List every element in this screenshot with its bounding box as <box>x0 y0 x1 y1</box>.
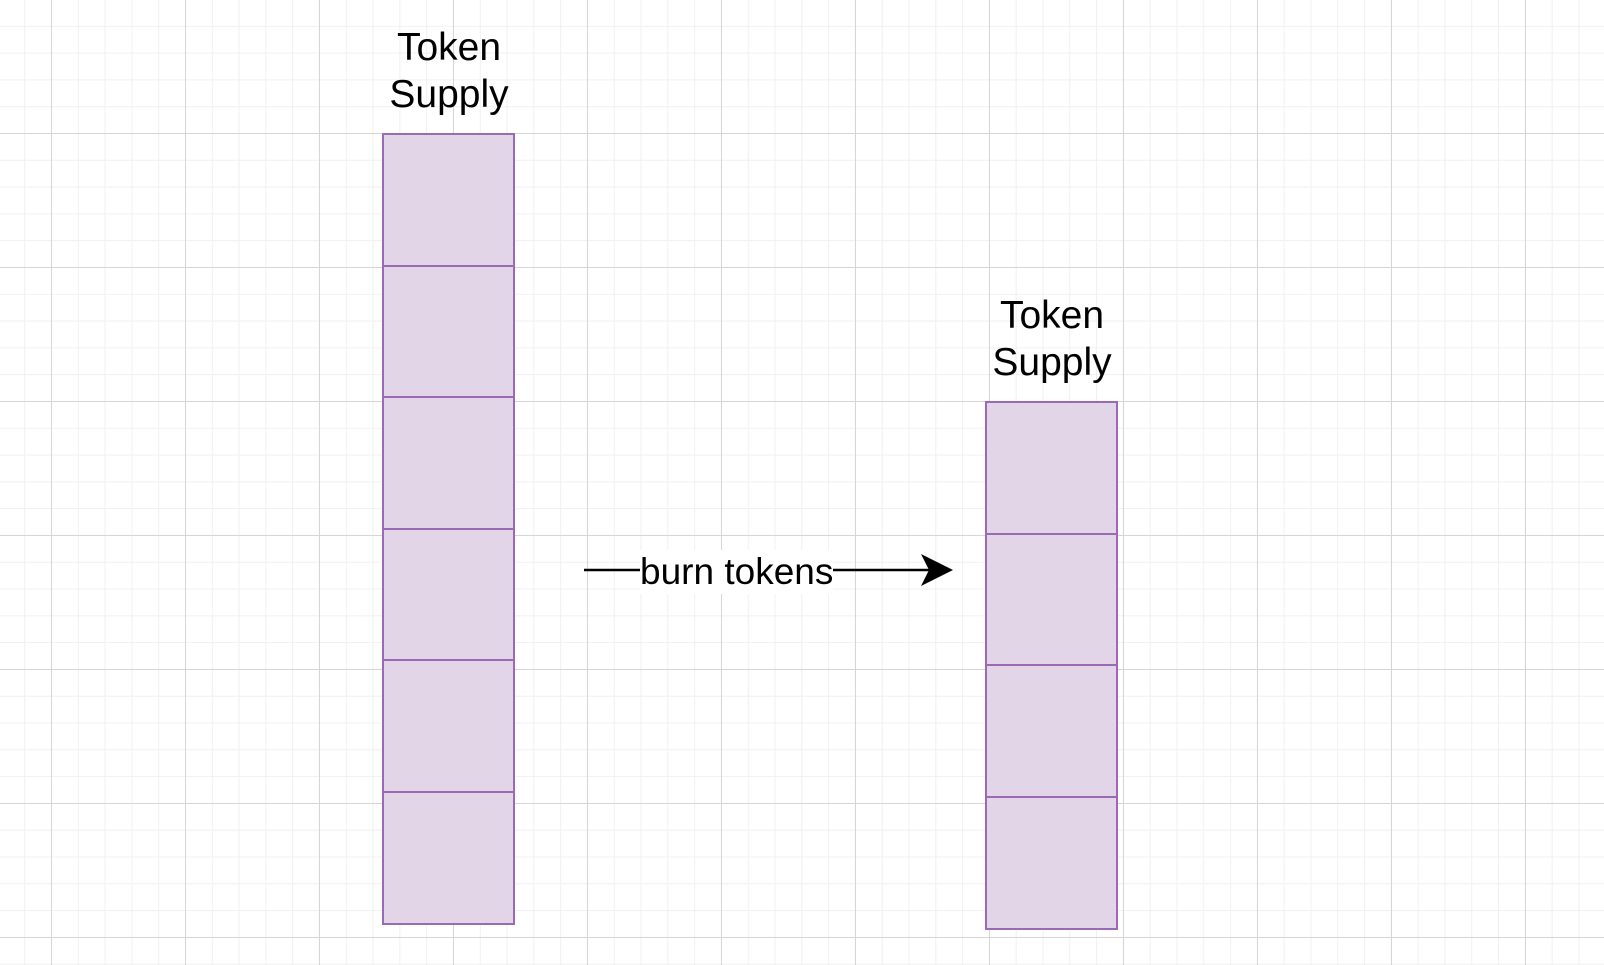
right-token-block <box>985 795 1118 930</box>
left-token-block <box>382 659 515 793</box>
burn-arrow-label: burn tokens <box>640 550 834 594</box>
left-token-block <box>382 790 515 925</box>
right-token-block <box>985 401 1118 535</box>
left-stack-label: Token Supply <box>349 24 549 118</box>
burn-arrow-head <box>921 554 953 586</box>
left-token-block <box>382 264 515 399</box>
right-stack-label: Token Supply <box>952 292 1152 386</box>
right-stack-label-text: Token Supply <box>992 294 1112 384</box>
right-token-stack <box>985 401 1118 930</box>
left-stack-label-text: Token Supply <box>389 26 509 116</box>
left-token-stack <box>382 133 515 925</box>
right-token-block <box>985 532 1118 667</box>
left-token-block <box>382 396 515 530</box>
